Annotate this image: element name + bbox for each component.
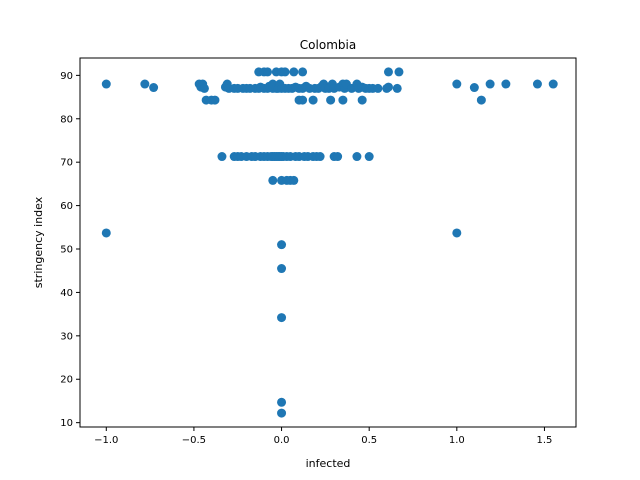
data-point <box>452 228 462 238</box>
data-point <box>394 67 404 77</box>
y-axis-title: stringency index <box>32 196 45 288</box>
data-point <box>383 67 393 77</box>
data-point <box>364 152 374 162</box>
data-points <box>101 67 558 418</box>
x-tick-label: 1.5 <box>536 435 552 446</box>
data-point <box>469 83 479 93</box>
data-point <box>357 95 367 105</box>
y-tick-label: 30 <box>60 331 73 342</box>
data-point <box>140 79 150 89</box>
y-tick-label: 90 <box>60 71 73 82</box>
x-tick-label: −1.0 <box>94 435 118 446</box>
data-point <box>101 228 111 238</box>
data-point <box>548 79 558 89</box>
data-point <box>392 83 402 93</box>
data-point <box>352 152 362 162</box>
y-tick-label: 50 <box>60 245 73 256</box>
y-axis-ticks: 10 20 30 40 50 60 70 80 90 <box>60 71 80 429</box>
y-tick-label: 20 <box>60 375 73 386</box>
data-point <box>298 95 308 105</box>
y-tick-label: 70 <box>60 158 73 169</box>
data-point <box>501 79 511 89</box>
data-point <box>298 67 308 77</box>
data-point <box>199 83 209 93</box>
data-point <box>308 95 318 105</box>
data-point <box>373 83 383 93</box>
data-point <box>277 240 287 250</box>
chart-title: Colombia <box>300 38 356 52</box>
data-point <box>326 95 336 105</box>
y-tick-label: 40 <box>60 288 73 299</box>
data-point <box>452 79 462 89</box>
x-tick-label: 0.0 <box>274 435 290 446</box>
data-point <box>315 152 325 162</box>
data-point <box>333 152 343 162</box>
data-point <box>277 408 287 418</box>
data-point <box>383 82 393 92</box>
x-axis-title: infected <box>306 457 351 470</box>
data-point <box>149 83 159 93</box>
y-tick-label: 10 <box>60 418 73 429</box>
data-point <box>217 152 227 162</box>
data-point <box>268 175 278 185</box>
x-axis-ticks: −1.0 −0.5 0.0 0.5 1.0 1.5 <box>94 427 552 446</box>
x-tick-label: 1.0 <box>449 435 465 446</box>
data-point <box>289 175 299 185</box>
data-point <box>476 95 486 105</box>
data-point <box>280 67 290 77</box>
y-tick-label: 80 <box>60 114 73 125</box>
plot-frame <box>79 57 577 428</box>
data-point <box>289 67 299 77</box>
data-point <box>101 79 111 89</box>
data-point <box>532 79 542 89</box>
y-tick-label: 60 <box>60 201 73 212</box>
data-point <box>263 67 273 77</box>
data-point <box>485 79 495 89</box>
data-point <box>277 264 287 274</box>
data-point <box>277 313 287 323</box>
data-point <box>277 397 287 407</box>
x-tick-label: 0.5 <box>361 435 377 446</box>
data-point <box>338 95 348 105</box>
data-point <box>210 95 220 105</box>
x-tick-label: −0.5 <box>182 435 206 446</box>
